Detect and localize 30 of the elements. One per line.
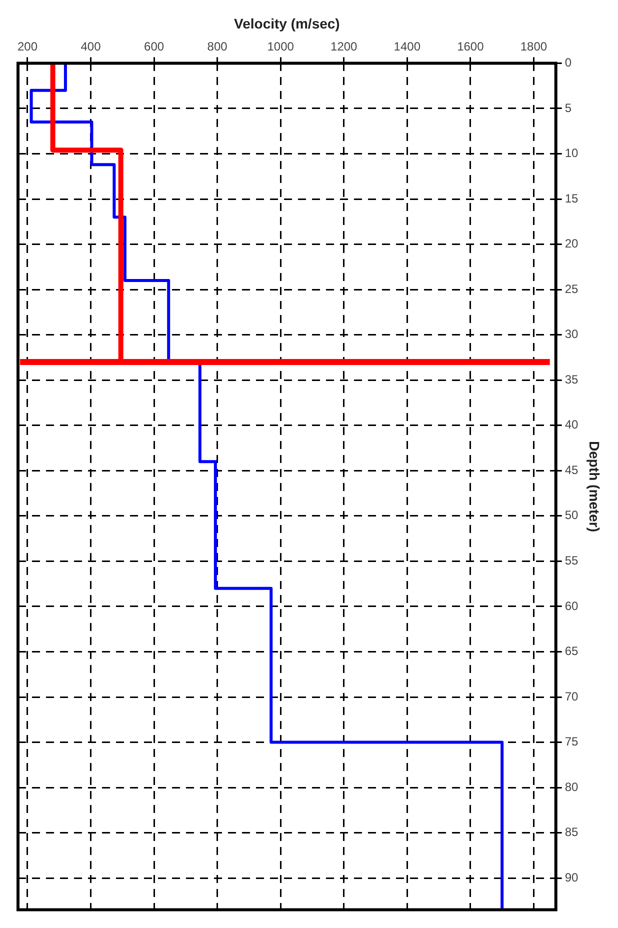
y-tick-label: 55 xyxy=(564,554,579,568)
y-tick-label: 80 xyxy=(564,780,579,794)
y-tick-label: 10 xyxy=(564,146,579,160)
y-tick-label: 90 xyxy=(564,870,579,884)
y-tick-label: 0 xyxy=(564,56,572,70)
x-axis-title: Velocity (m/sec) xyxy=(234,15,340,32)
y-tick-label: 40 xyxy=(564,418,579,432)
x-tick-label: 800 xyxy=(207,39,228,54)
x-tick-label: 200 xyxy=(17,39,38,54)
y-tick-label: 75 xyxy=(564,734,579,749)
x-tick-label: 1800 xyxy=(520,39,548,54)
x-tick-label: 400 xyxy=(80,39,102,54)
y-tick-label: 50 xyxy=(564,508,579,522)
x-tick-label: 1000 xyxy=(267,39,294,54)
x-tick-label: 600 xyxy=(144,39,164,54)
x-tick-label: 1600 xyxy=(457,39,484,54)
y-tick-label: 60 xyxy=(564,598,579,613)
y-axis-title: Depth (meter) xyxy=(586,440,603,532)
y-tick-label: 35 xyxy=(564,372,579,386)
y-tick-label: 45 xyxy=(564,462,579,477)
x-tick-label: 1200 xyxy=(330,39,358,54)
y-tick-label: 70 xyxy=(564,689,579,704)
y-tick-label: 85 xyxy=(564,825,579,840)
y-tick-label: 5 xyxy=(564,100,572,115)
y-tick-label: 20 xyxy=(564,236,579,251)
y-tick-label: 25 xyxy=(564,282,579,296)
y-tick-label: 15 xyxy=(564,191,579,206)
y-tick-label: 65 xyxy=(564,644,579,658)
y-tick-label: 30 xyxy=(564,327,579,342)
x-tick-label: 1400 xyxy=(394,39,421,54)
